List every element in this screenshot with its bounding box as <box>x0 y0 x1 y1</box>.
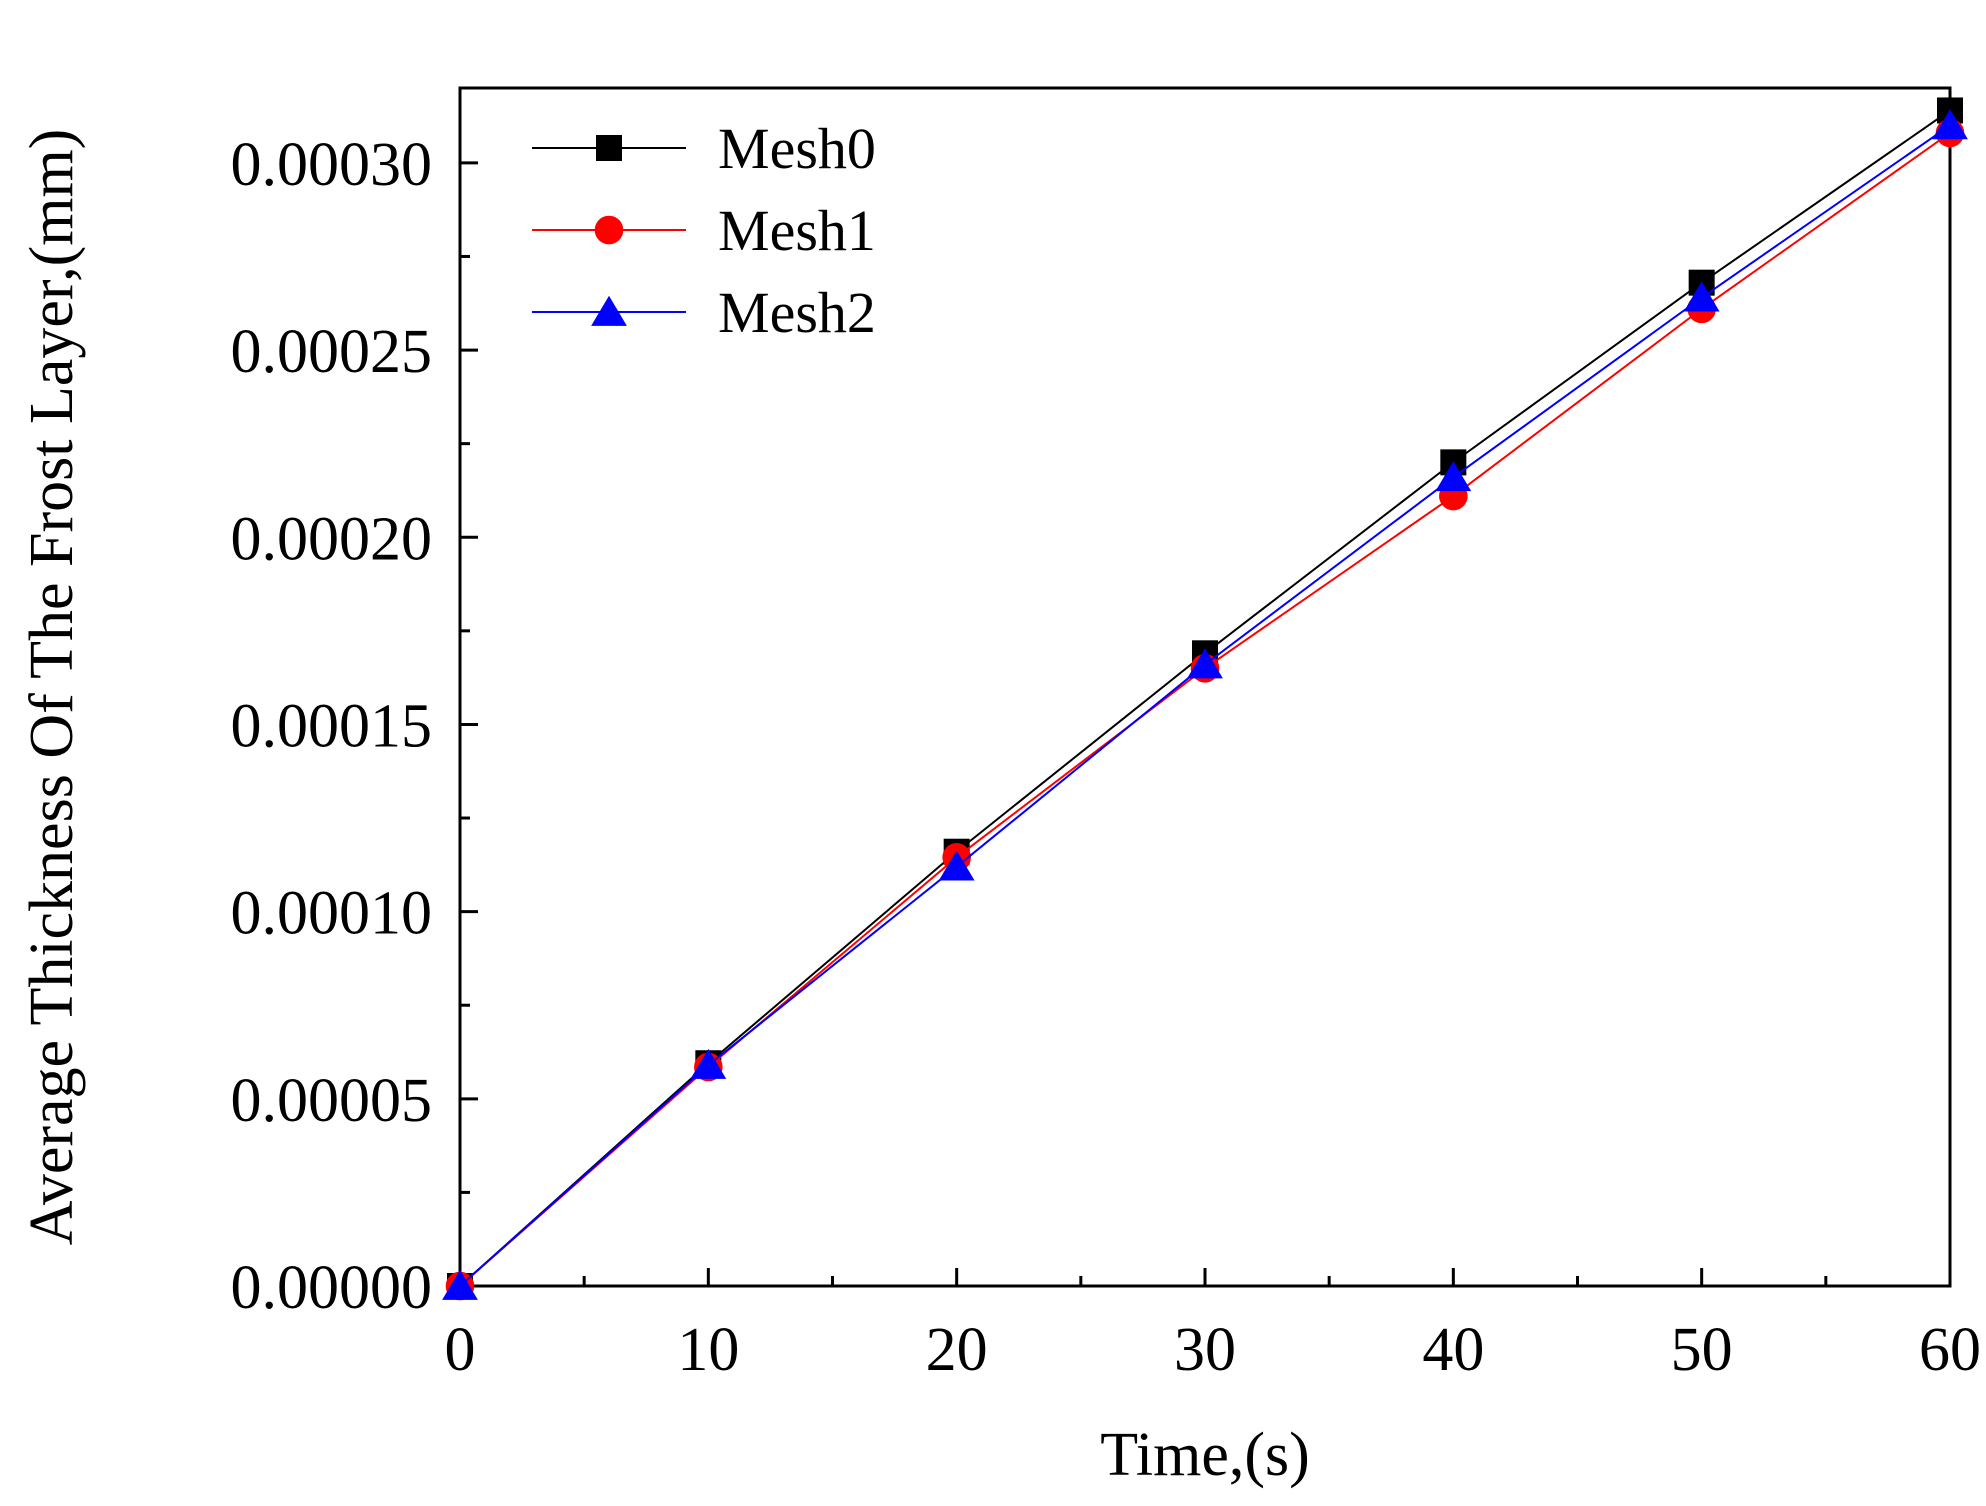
legend-marker-square <box>596 135 622 161</box>
y-axis-title: Average Thickness Of The Frost Layer,(mm… <box>18 129 86 1246</box>
x-tick-label: 30 <box>1174 1316 1236 1384</box>
series-line-mesh2 <box>459 124 1951 1287</box>
legend-label: Mesh1 <box>718 198 876 263</box>
x-axis: 0 10 20 30 40 50 60 <box>445 1268 1981 1384</box>
legend-label: Mesh2 <box>718 280 876 345</box>
data-point-mesh2 <box>1932 109 1968 140</box>
x-tick-label: 0 <box>445 1316 476 1384</box>
legend: Mesh0 Mesh1 Mesh2 <box>532 116 876 345</box>
y-tick-label: 0.00025 <box>231 318 433 386</box>
data-point-mesh2 <box>690 1048 727 1079</box>
y-tick-label: 0.00020 <box>231 505 433 573</box>
x-axis-title: Time,(s) <box>1100 1421 1310 1489</box>
data-point-mesh2 <box>938 850 975 881</box>
series-line-mesh0 <box>459 109 1951 1287</box>
series-layer <box>442 97 1968 1301</box>
legend-label: Mesh0 <box>718 116 876 181</box>
x-tick-label: 20 <box>926 1316 988 1384</box>
data-point-mesh2 <box>1435 461 1472 492</box>
legend-item-mesh0: Mesh0 <box>532 116 876 181</box>
x-tick-label: 50 <box>1671 1316 1733 1384</box>
legend-marker-triangle <box>591 295 627 326</box>
data-point-mesh2 <box>1187 648 1223 679</box>
y-axis: 0.00000 0.00005 0.00010 0.00015 0.00020 0.000… <box>231 131 478 1322</box>
data-point-mesh2 <box>442 1269 478 1300</box>
legend-marker-circle <box>594 215 624 245</box>
y-tick-label: 0.00005 <box>231 1067 433 1135</box>
x-tick-label: 40 <box>1422 1316 1484 1384</box>
series-mesh2 <box>442 109 1968 1300</box>
y-tick-label: 0.00000 <box>231 1254 433 1322</box>
x-tick-label: 60 <box>1919 1316 1981 1384</box>
legend-item-mesh2: Mesh2 <box>532 280 876 345</box>
y-tick-label: 0.00010 <box>231 880 433 948</box>
y-tick-label: 0.00030 <box>231 131 433 199</box>
series-mesh1 <box>445 118 1965 1301</box>
y-tick-label: 0.00015 <box>231 692 433 760</box>
series-mesh0 <box>447 97 1963 1299</box>
series-line-mesh1 <box>459 132 1951 1287</box>
data-point-mesh2 <box>1683 281 1720 312</box>
legend-item-mesh1: Mesh1 <box>532 198 876 263</box>
plot-frame <box>458 86 1952 1288</box>
x-tick-label: 10 <box>677 1316 739 1384</box>
